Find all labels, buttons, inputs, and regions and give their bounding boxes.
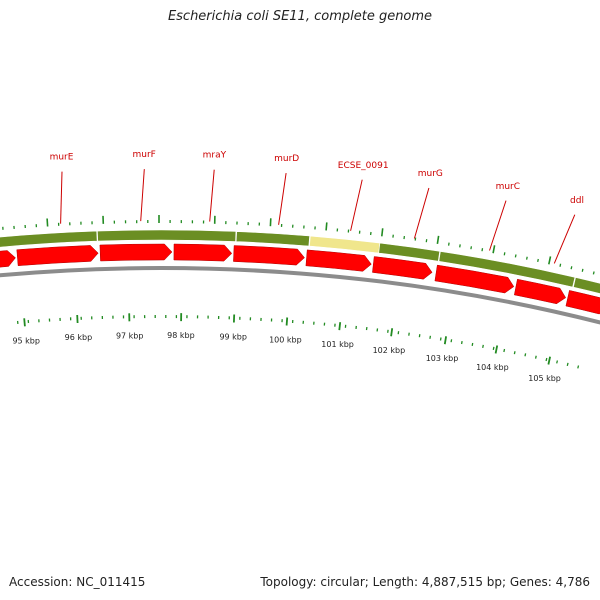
- cds-arrow: [233, 245, 305, 266]
- outer-tick: [46, 218, 49, 227]
- gene-leader-line: [209, 169, 215, 222]
- cds-arrow: [16, 245, 99, 266]
- kbp-labels: 95 kbp 96 kbp 97 kbp 98 kbp 99 kbp 100 kbp 101…: [12, 331, 560, 383]
- gene-label-mure: murE: [50, 153, 74, 163]
- gene-label-mray: mraY: [203, 151, 227, 161]
- accession-text: Accession: NC_011415: [9, 575, 146, 589]
- inner-tick: [524, 353, 527, 357]
- map-title: Escherichia coli SE11, complete genome: [167, 9, 433, 24]
- gene-leader-lines: [60, 169, 576, 264]
- outer-tick: [592, 271, 595, 275]
- outer-tick: [525, 256, 528, 260]
- kbp-label: 95 kbp: [12, 336, 40, 345]
- outer-tick: [581, 268, 584, 272]
- gene-label-murd: murD: [274, 154, 299, 164]
- outer-tick: [559, 263, 562, 267]
- gene-band-segment: [573, 277, 600, 294]
- backbone-arc: [0, 266, 600, 325]
- cds-arrow: [434, 264, 515, 294]
- gene-band-segment: [0, 230, 98, 248]
- gene-label-murf: murF: [133, 150, 156, 160]
- gene-label-murc: murC: [496, 182, 520, 192]
- gene-band-segment: [438, 251, 576, 288]
- outer-tick: [481, 248, 484, 252]
- kbp-label: 104 kbp: [476, 363, 509, 372]
- outer-tick: [447, 242, 450, 246]
- inner-tick: [503, 348, 506, 353]
- outer-tick-ring: [2, 215, 595, 275]
- inner-tick: [534, 355, 537, 359]
- gene-band-segment: [378, 242, 441, 262]
- gene-label-murg: murG: [418, 169, 443, 179]
- kbp-label: 101 kbp: [321, 340, 354, 349]
- cds-arrow: [0, 250, 16, 268]
- kbp-label: 96 kbp: [65, 333, 93, 342]
- inner-major-tick: [494, 345, 499, 354]
- kbp-label: 103 kbp: [426, 354, 459, 363]
- inner-major-tick: [390, 328, 394, 337]
- outer-tick: [325, 222, 328, 231]
- inner-tick: [492, 346, 495, 351]
- inner-tick: [577, 365, 580, 369]
- gene-leader-line: [553, 214, 576, 264]
- outer-tick: [514, 254, 517, 258]
- kbp-label: 97 kbp: [116, 331, 144, 340]
- inner-major-tick: [285, 317, 289, 326]
- genome-info-text: Topology: circular; Length: 4,887,515 bp…: [260, 575, 590, 589]
- gene-leader-line: [60, 171, 63, 224]
- gene-label-ecse_0091: ECSE_0091: [338, 161, 389, 171]
- gene-leader-line: [413, 187, 430, 239]
- inner-tick: [460, 340, 463, 345]
- kbp-label: 100 kbp: [269, 336, 302, 345]
- inner-tick: [471, 342, 474, 347]
- outer-tick: [548, 256, 552, 265]
- inner-tick: [556, 360, 559, 364]
- cds-arrow: [565, 290, 600, 315]
- cds-arrow: [99, 243, 173, 262]
- outer-tick: [537, 258, 539, 263]
- kbp-label: 105 kbp: [528, 374, 561, 383]
- gene-leader-line: [278, 173, 287, 225]
- gene-band-ring: [0, 229, 600, 294]
- inner-tick-ring: [16, 313, 580, 369]
- inner-tick: [545, 357, 548, 362]
- outer-tick: [381, 228, 384, 237]
- outer-tick: [570, 266, 573, 270]
- inner-tick: [439, 337, 442, 341]
- cds-arrow: [305, 249, 372, 272]
- gene-band-highlight-segment: [309, 235, 381, 254]
- outer-tick: [459, 244, 461, 248]
- gene-band-segment: [235, 231, 310, 247]
- cds-arrow-ring: [0, 243, 600, 315]
- inner-tick: [429, 335, 432, 339]
- outer-tick: [470, 246, 473, 250]
- inner-major-tick: [547, 356, 551, 365]
- cds-arrow: [514, 278, 567, 305]
- inner-tick: [482, 344, 484, 349]
- kbp-label: 102 kbp: [373, 346, 406, 355]
- inner-tick: [566, 362, 569, 367]
- gene-labels: murE murF mraY murD ECSE_0091 murG murC ddl: [50, 150, 584, 206]
- inner-major-tick: [338, 322, 342, 331]
- cds-arrow: [173, 243, 233, 262]
- cds-arrow: [372, 256, 433, 280]
- gene-band-segment: [97, 229, 237, 242]
- gene-leader-line: [140, 169, 145, 222]
- kbp-label: 99 kbp: [219, 333, 247, 342]
- inner-major-tick: [443, 336, 447, 345]
- outer-tick: [503, 252, 506, 256]
- inner-tick: [450, 339, 453, 343]
- gene-label-ddl: ddl: [570, 196, 584, 206]
- inner-major-tick: [23, 318, 26, 327]
- gene-leader-line: [489, 200, 507, 251]
- gene-leader-line: [350, 179, 363, 231]
- inner-tick: [513, 351, 516, 355]
- kbp-label: 98 kbp: [167, 331, 195, 340]
- outer-tick: [436, 235, 440, 245]
- backbone-ring: [0, 266, 600, 325]
- outer-tick: [492, 245, 496, 254]
